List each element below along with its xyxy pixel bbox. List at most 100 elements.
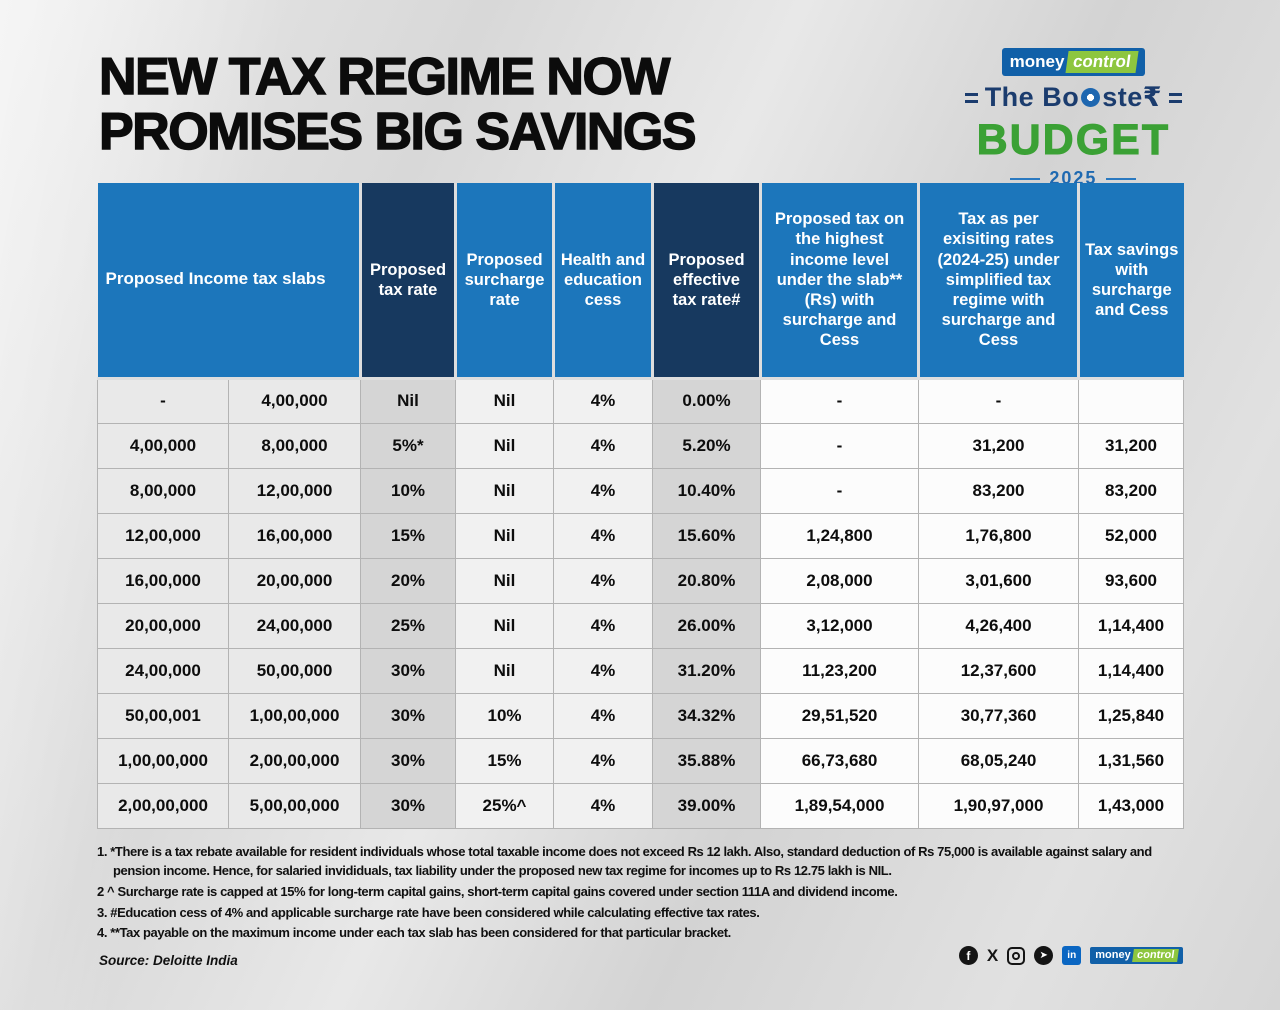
table-cell: 24,00,000 [97, 647, 229, 694]
table-row: 12,00,000 16,00,000 15% Nil 4% 15.60% 1,24,800… [97, 512, 1185, 559]
table-cell: Nil [360, 377, 457, 424]
table-cell: 1,89,54,000 [760, 782, 920, 829]
table-cell: 4% [553, 557, 654, 604]
table-cell: 12,00,000 [227, 467, 362, 514]
table-cell: Nil [455, 557, 555, 604]
table-head-row: Proposed Income tax slabs Proposed tax ra… [97, 183, 1184, 380]
table-cell: 30% [360, 692, 457, 739]
table-cell: 31.20% [652, 647, 762, 694]
table-cell: 10% [455, 692, 555, 739]
table-cell: - [97, 377, 229, 424]
coin-icon [1081, 88, 1101, 108]
source-credit: Source: Deloitte India [99, 953, 238, 968]
table-cell: 4% [553, 737, 654, 784]
table-cell: 4% [553, 692, 654, 739]
table-cell: 52,000 [1078, 512, 1185, 559]
budget-wordmark: BUDGET [976, 116, 1171, 165]
table-cell: 68,05,240 [918, 737, 1080, 784]
table-cell: 20% [360, 557, 457, 604]
title-line-2: PROMISES BIG SAVINGS [98, 103, 697, 162]
table-cell: 1,25,840 [1078, 692, 1185, 739]
moneycontrol-logo: money control [1001, 48, 1146, 77]
table-row: 8,00,000 12,00,000 10% Nil 4% 10.40% -83,200 83… [97, 467, 1185, 514]
x-icon: X [986, 946, 999, 965]
mc-money-text: money [1095, 948, 1131, 961]
column-header: Health and education cess [552, 183, 655, 380]
table-cell: 50,00,001 [97, 692, 229, 739]
table-cell: 35.88% [652, 737, 762, 784]
instagram-icon [1007, 946, 1026, 965]
table-cell: 8,00,000 [227, 422, 362, 469]
footnote: 4. **Tax payable on the maximum income u… [97, 925, 731, 941]
table-cell: 20,00,000 [227, 557, 362, 604]
table-cell: 5%* [360, 422, 457, 469]
table-cell: 20.80% [652, 557, 762, 604]
table-cell: 11,23,200 [760, 647, 920, 694]
table-cell: 25% [360, 602, 457, 649]
table-row: 1,00,00,000 2,00,00,000 30% 15% 4% 35.88% 66,7… [97, 737, 1185, 784]
line-decoration [1010, 177, 1041, 180]
table-cell: 15% [455, 737, 555, 784]
table-cell: 16,00,000 [97, 557, 229, 604]
table-cell: 4,00,000 [97, 422, 229, 469]
table-body: -4,00,000 Nil Nil 4% 0.00% - -4,00,000 8,00,000… [97, 377, 1185, 829]
table-cell: 20,00,000 [97, 602, 229, 649]
table-cell: 1,76,800 [918, 512, 1080, 559]
table-cell: 83,200 [1078, 467, 1185, 514]
table-cell: - [918, 377, 1080, 424]
table-cell: 66,73,680 [760, 737, 920, 784]
table-cell: 83,200 [918, 467, 1080, 514]
booster-text-left: The Bo [984, 82, 1080, 113]
table-cell: 1,31,560 [1078, 737, 1185, 784]
table-cell: 3,12,000 [760, 602, 920, 649]
table-cell: 4% [553, 602, 654, 649]
table-cell: 29,51,520 [760, 692, 920, 739]
table-cell: - [760, 422, 920, 469]
table-cell: - [760, 377, 920, 424]
social-bar: f X ➤ in money control [958, 946, 1183, 965]
table-cell: 39.00% [652, 782, 762, 829]
table-cell: 4% [553, 647, 654, 694]
line-decoration [1106, 177, 1137, 180]
table-cell: 1,43,000 [1078, 782, 1185, 829]
footnotes: 1. *There is a tax rebate available for … [97, 843, 1185, 945]
table-cell: 3,01,600 [918, 557, 1080, 604]
table-cell: 4% [553, 512, 654, 559]
table-cell: Nil [455, 467, 555, 514]
column-header: Tax as per exisiting rates (2024-25) und… [917, 183, 1081, 380]
table-cell: 31,200 [918, 422, 1080, 469]
moneycontrol-logo-small: money control [1090, 946, 1183, 965]
table-cell [1078, 377, 1185, 424]
table-cell: 10% [360, 467, 457, 514]
footnote: 2 ^ Surcharge rate is capped at 15% for … [97, 883, 898, 899]
table-cell: 0.00% [652, 377, 762, 424]
table-cell: 34.32% [652, 692, 762, 739]
table-cell: 1,24,800 [760, 512, 920, 559]
column-header: Proposed tax rate [359, 183, 458, 380]
table-cell: Nil [455, 602, 555, 649]
table-cell: 31,200 [1078, 422, 1185, 469]
table-cell: 26.00% [652, 602, 762, 649]
title-line-1: NEW TAX REGIME NOW [98, 48, 671, 106]
table-cell: 10.40% [652, 467, 762, 514]
mc-control-text: control [1131, 948, 1179, 963]
column-header: Tax savings with surcharge and Cess [1077, 183, 1184, 380]
table-cell: 8,00,000 [97, 467, 229, 514]
table-row: 24,00,000 50,00,000 30% Nil 4% 31.20% 11,23,20… [97, 647, 1185, 694]
dash-icon [1169, 92, 1182, 103]
table-cell: 12,37,600 [918, 647, 1080, 694]
booster-wordmark: The Bo ste₹ [964, 82, 1182, 113]
table-row: 4,00,000 8,00,000 5%* Nil 4% 5.20% -31,200 31,2… [97, 422, 1185, 469]
brand-block: money control The Bo ste₹ BUDGET 2025 [964, 48, 1182, 189]
table-cell: 4% [553, 422, 654, 469]
table-cell: 50,00,000 [227, 647, 362, 694]
table-cell: 2,00,00,000 [97, 782, 229, 829]
table-cell: 4% [553, 377, 654, 424]
table-row: -4,00,000 Nil Nil 4% 0.00% - - [97, 377, 1185, 424]
tax-table: Proposed Income tax slabs Proposed tax ra… [97, 183, 1185, 829]
table-cell: Nil [455, 647, 555, 694]
table-cell: 30% [360, 737, 457, 784]
table-cell: 30% [360, 782, 457, 829]
table-cell: 15% [360, 512, 457, 559]
